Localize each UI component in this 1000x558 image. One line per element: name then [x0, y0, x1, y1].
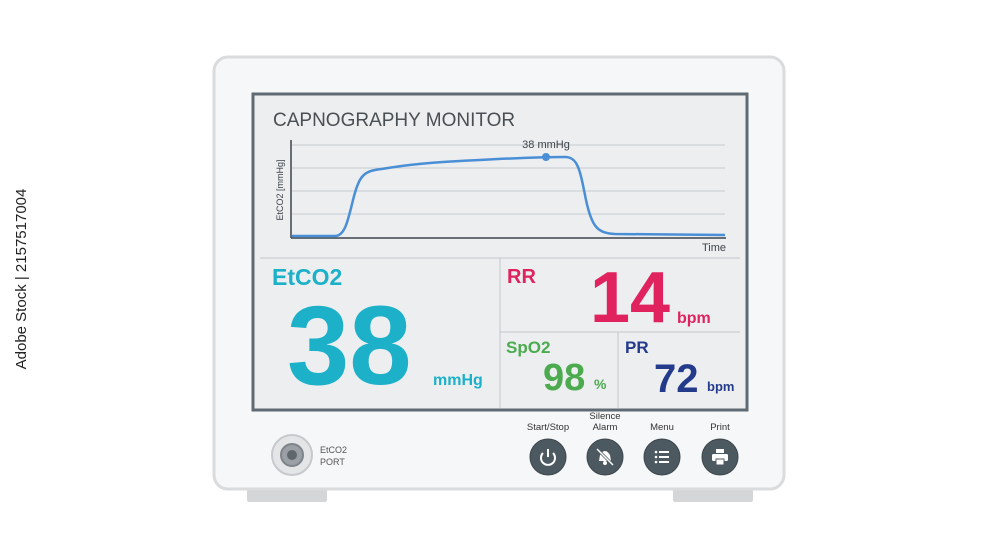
spo2-label: SpO2 — [506, 338, 550, 357]
port-label: EtCO2 — [320, 445, 347, 455]
print-icon — [715, 458, 725, 466]
etco2-value: 38 — [287, 283, 412, 408]
button[interactable]: Print — [701, 422, 739, 476]
bell-icon — [603, 461, 607, 465]
pr-unit: bpm — [707, 379, 734, 394]
rr-value: 14 — [590, 258, 670, 338]
menu-icon — [654, 450, 658, 454]
menu-icon — [654, 455, 658, 459]
port-center — [287, 450, 297, 460]
button-label: Silence — [589, 411, 620, 422]
button-label: Menu — [650, 422, 674, 433]
x-axis-label: Time — [702, 242, 726, 254]
y-axis-label: EtCO2 [mmHg] — [275, 159, 285, 220]
rr-unit: bpm — [677, 310, 711, 327]
button[interactable]: Menu — [643, 422, 681, 476]
button[interactable]: Start/Stop — [527, 422, 569, 476]
annotation: 38 mmHg — [522, 139, 570, 151]
button-label: Start/Stop — [527, 422, 569, 433]
screen-title: CAPNOGRAPHY MONITOR — [273, 110, 515, 131]
power-icon — [540, 452, 556, 466]
print-icon — [716, 449, 724, 453]
port: EtCO2 PORT — [271, 434, 347, 476]
spo2-value: 98 — [543, 357, 585, 399]
button-label: Print — [710, 422, 730, 433]
etco2-label: EtCO2 — [272, 264, 342, 290]
waveform-marker — [542, 153, 550, 161]
pr-label: PR — [625, 338, 649, 357]
rr-label: RR — [507, 266, 536, 288]
waveform-chart: 38 mmHg EtCO2 [mmHg] Time — [275, 139, 726, 254]
port-label: PORT — [320, 457, 345, 467]
watermark: Adobe Stock | 2157517004 — [13, 189, 30, 370]
waveform — [292, 155, 726, 238]
button-label: Alarm — [593, 422, 618, 433]
spo2-unit: % — [594, 376, 607, 392]
pr-value: 72 — [654, 357, 699, 401]
menu-icon — [654, 460, 658, 464]
etco2-unit: mmHg — [433, 372, 483, 389]
bell-slash — [596, 448, 614, 466]
